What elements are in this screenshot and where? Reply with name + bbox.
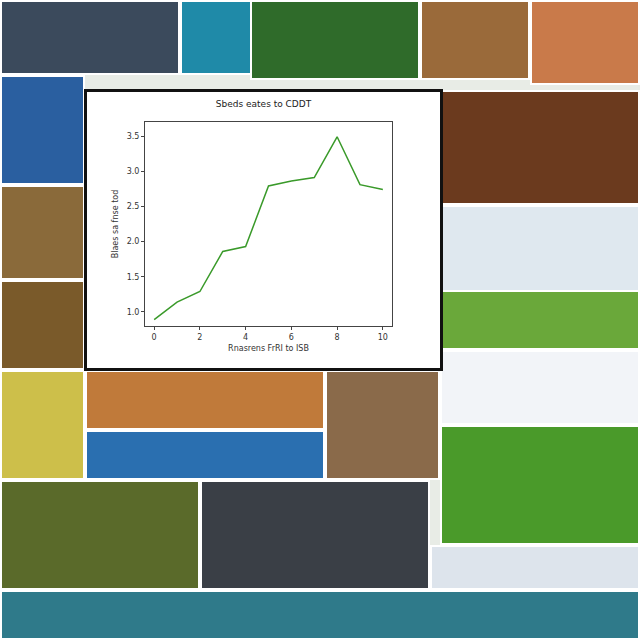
svg-text:1.0: 1.0 [127,308,140,317]
svg-text:0: 0 [152,333,157,342]
svg-text:8: 8 [335,333,340,342]
svg-text:Rnasrens FrRI to ISB: Rnasrens FrRI to ISB [228,344,309,353]
svg-text:Blaes sa fnse tod: Blaes sa fnse tod [111,190,120,259]
svg-text:2.0: 2.0 [127,237,140,246]
svg-text:10: 10 [378,333,388,342]
svg-text:2: 2 [197,333,202,342]
svg-text:4: 4 [243,333,248,342]
svg-text:2.5: 2.5 [127,202,140,211]
svg-text:6: 6 [289,333,294,342]
svg-text:3.0: 3.0 [127,167,140,176]
svg-text:1.5: 1.5 [127,273,140,282]
svg-text:3.5: 3.5 [127,132,140,141]
svg-text:Sbeds eates to CDDT: Sbeds eates to CDDT [216,99,312,109]
